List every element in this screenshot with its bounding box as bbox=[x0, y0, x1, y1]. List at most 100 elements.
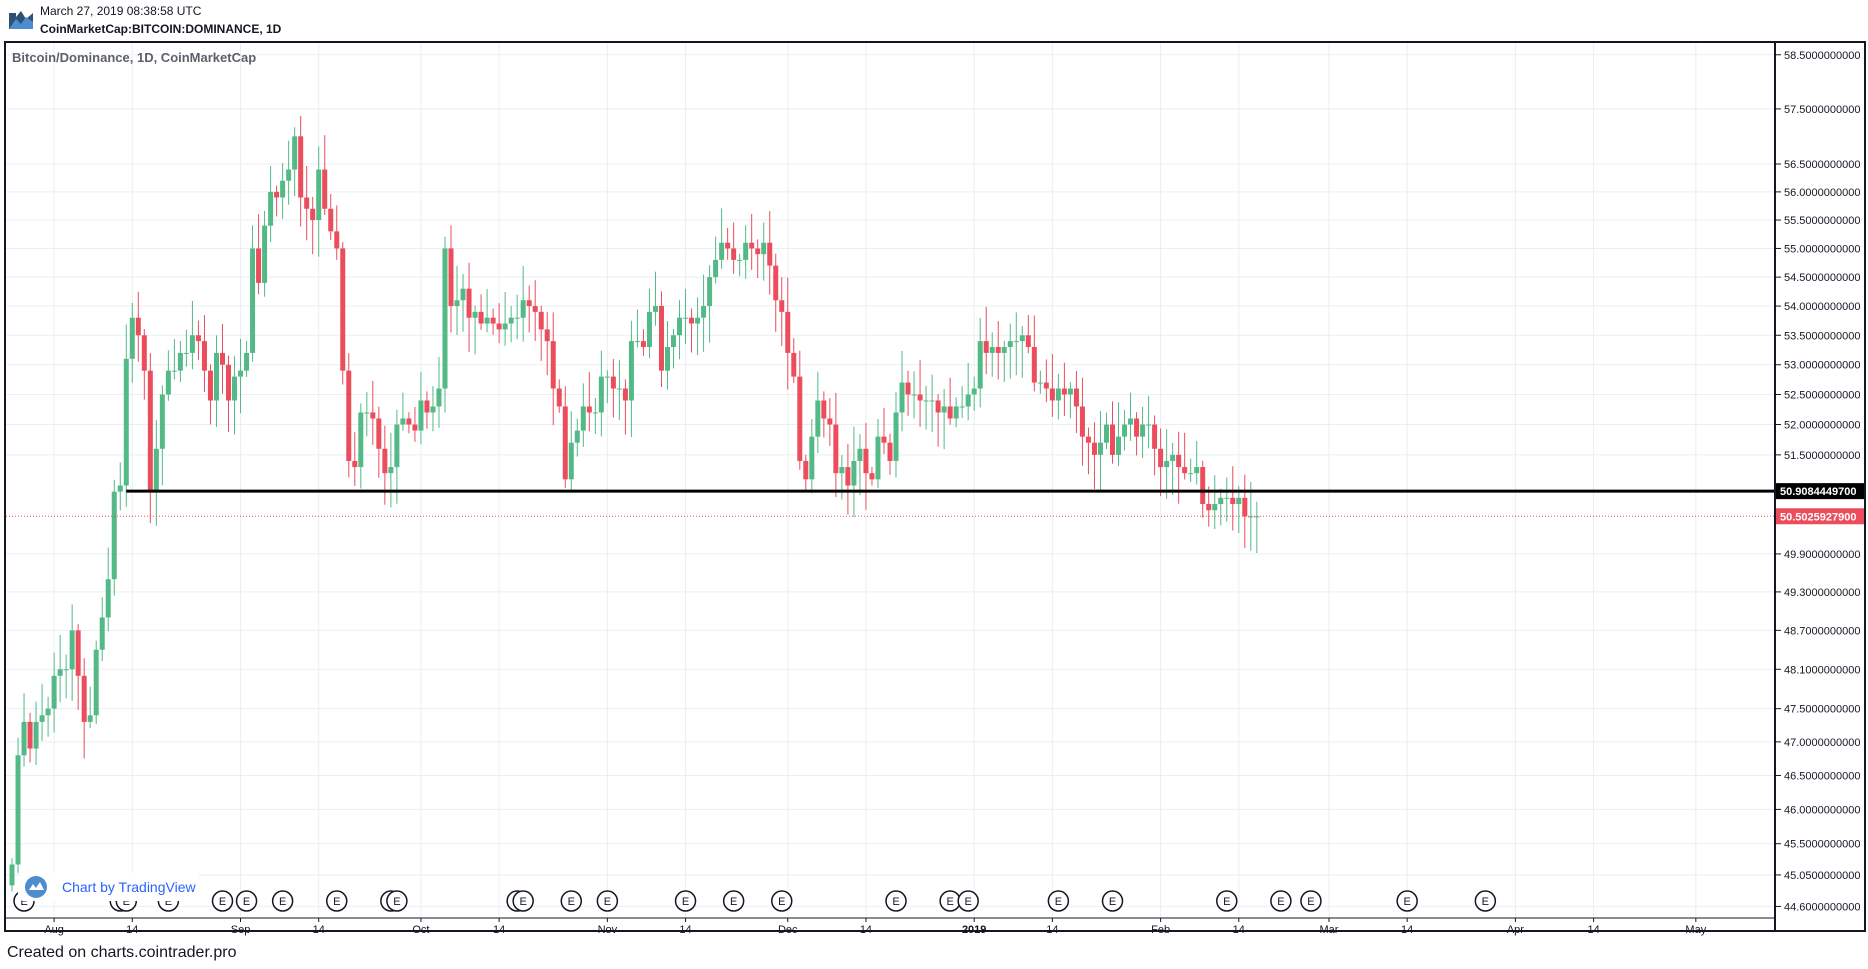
event-circle-icon bbox=[235, 890, 258, 912]
candle-body bbox=[256, 248, 262, 283]
candle-body bbox=[508, 317, 514, 324]
event-label: E bbox=[519, 896, 526, 908]
candle-body bbox=[1242, 497, 1248, 517]
candle-body bbox=[899, 382, 905, 413]
event-marker[interactable]: E bbox=[386, 890, 408, 912]
candle-body bbox=[917, 394, 923, 401]
candle-body bbox=[562, 406, 568, 480]
candle-body bbox=[213, 352, 219, 401]
candle-body bbox=[1110, 424, 1116, 455]
y-tick-label: 46.0000000000 bbox=[1784, 804, 1860, 816]
candle-body bbox=[195, 335, 201, 342]
event-marker[interactable]: E bbox=[325, 890, 348, 912]
event-marker[interactable]: E bbox=[235, 890, 258, 912]
x-tick-label: 14 bbox=[860, 924, 872, 936]
candle-body bbox=[1097, 442, 1103, 455]
candle-body bbox=[971, 388, 977, 395]
x-tick-label: 14 bbox=[313, 924, 325, 936]
y-tick-label: 46.5000000000 bbox=[1784, 770, 1860, 782]
candle-body bbox=[1164, 460, 1170, 468]
y-tick-label: 53.0000000000 bbox=[1784, 360, 1860, 372]
candle-body bbox=[1128, 418, 1134, 425]
event-label: E bbox=[568, 896, 575, 908]
event-circle-icon bbox=[386, 890, 408, 912]
candle-body bbox=[472, 311, 478, 318]
candle-body bbox=[232, 376, 238, 401]
x-tick-label: 2019 bbox=[962, 924, 986, 936]
tradingview-attribution: Chart by TradingView bbox=[62, 879, 196, 895]
event-marker[interactable]: E bbox=[211, 890, 234, 912]
candle-body bbox=[1248, 516, 1254, 518]
candle-body bbox=[382, 448, 388, 474]
candle-body bbox=[412, 424, 418, 431]
event-marker[interactable]: E bbox=[1101, 890, 1124, 912]
event-marker[interactable]: E bbox=[1396, 890, 1418, 912]
y-tick-label: 53.5000000000 bbox=[1784, 330, 1860, 342]
event-circle-icon bbox=[771, 890, 793, 912]
y-tick-label: 44.6000000000 bbox=[1784, 901, 1860, 913]
candle-body bbox=[905, 382, 911, 395]
event-marker[interactable]: E bbox=[957, 890, 979, 912]
event-marker[interactable]: E bbox=[674, 890, 697, 912]
event-marker[interactable]: E bbox=[560, 890, 583, 912]
x-tick-label: Mar bbox=[1320, 924, 1339, 936]
candle-body bbox=[1103, 424, 1109, 443]
tradingview-badge[interactable]: Chart by TradingView bbox=[18, 873, 200, 901]
candle-body bbox=[803, 460, 809, 480]
time-axis[interactable]: Aug 14 Sep 14 Oct 14 Nov 14 Dec 14 2019 14 Feb 14 Mar 1… bbox=[44, 918, 1707, 936]
candle-body bbox=[298, 136, 304, 198]
event-marker[interactable]: E bbox=[771, 890, 793, 912]
event-marker[interactable]: E bbox=[1270, 890, 1292, 912]
x-tick-label: 14 bbox=[679, 924, 691, 936]
candle-body bbox=[334, 231, 340, 249]
candle-body bbox=[598, 376, 604, 413]
candle-body bbox=[701, 306, 707, 318]
candle-body bbox=[328, 208, 334, 232]
event-marker[interactable]: E bbox=[1047, 890, 1070, 912]
candle-body bbox=[869, 473, 875, 480]
event-circle-icon bbox=[271, 890, 294, 912]
candle-body bbox=[839, 467, 845, 474]
candle-body bbox=[773, 265, 779, 301]
candle-body bbox=[1152, 424, 1158, 449]
event-marker[interactable]: E bbox=[512, 890, 534, 912]
candle-body bbox=[442, 248, 448, 389]
events-layer: EEEEEEEEEEEEEEEEEEEEEEEEEEE bbox=[13, 890, 1497, 912]
candle-body bbox=[767, 242, 773, 266]
y-tick-label: 52.0000000000 bbox=[1784, 420, 1860, 432]
x-tick-label: May bbox=[1685, 924, 1706, 936]
timestamp: March 27, 2019 08:38:58 UTC bbox=[40, 4, 202, 18]
price-axis[interactable]: 44.6000000000 45.0500000000 45.5000000000 4… bbox=[1776, 50, 1864, 914]
candle-body bbox=[731, 248, 737, 260]
candle-body bbox=[219, 352, 225, 365]
event-circle-icon bbox=[885, 890, 907, 912]
event-marker[interactable]: E bbox=[1474, 890, 1497, 912]
event-marker[interactable]: E bbox=[722, 890, 745, 912]
event-marker[interactable]: E bbox=[939, 890, 961, 912]
candle-body bbox=[1085, 436, 1091, 443]
candle-body bbox=[658, 306, 664, 371]
y-tick-label: 45.0500000000 bbox=[1784, 870, 1860, 882]
y-tick-label: 49.9000000000 bbox=[1784, 549, 1860, 561]
event-marker[interactable]: E bbox=[596, 890, 619, 912]
candle-body bbox=[268, 191, 274, 226]
x-tick-label: Aug bbox=[44, 924, 64, 936]
candle-body bbox=[430, 406, 436, 413]
event-marker[interactable]: E bbox=[885, 890, 907, 912]
candle-body bbox=[622, 388, 628, 401]
event-marker[interactable]: E bbox=[271, 890, 294, 912]
candle-body bbox=[863, 448, 869, 474]
candle-body bbox=[628, 341, 634, 401]
candle-body bbox=[953, 406, 959, 419]
candle-body bbox=[33, 721, 39, 749]
candle-body bbox=[893, 412, 899, 461]
event-marker[interactable]: E bbox=[1300, 890, 1322, 912]
candle-body bbox=[1055, 388, 1061, 401]
candle-body bbox=[117, 485, 123, 492]
candle-body bbox=[87, 715, 93, 722]
candle-body bbox=[923, 400, 929, 402]
event-marker[interactable]: E bbox=[1216, 890, 1238, 912]
last-price-tag bbox=[1776, 508, 1864, 525]
candle-body bbox=[304, 197, 310, 209]
